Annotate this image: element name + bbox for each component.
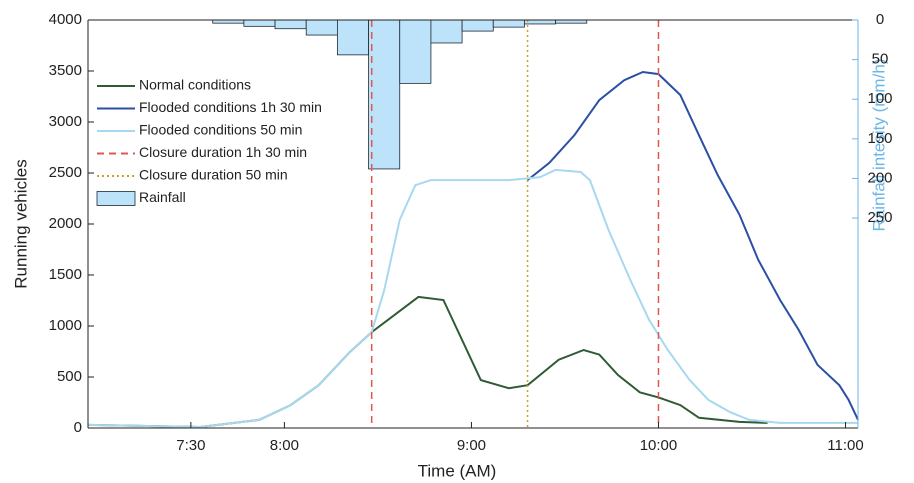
series-line xyxy=(87,295,768,429)
x-axis-label: Time (AM) xyxy=(418,461,497,480)
y-tick-label: 2000 xyxy=(49,215,82,232)
y-tick-label: 0 xyxy=(74,419,82,436)
legend-label: Closure duration 50 min xyxy=(139,167,288,183)
x-tick-label: 9:00 xyxy=(457,437,486,454)
rain-bar xyxy=(368,19,401,170)
y-tick-label: 3500 xyxy=(49,62,82,79)
legend-swatch xyxy=(96,191,136,206)
rain-bar xyxy=(274,19,307,30)
y-tick-label: 3000 xyxy=(49,113,82,130)
y-tick-label: 2500 xyxy=(49,164,82,181)
legend-label: Closure duration 1h 30 min xyxy=(139,144,307,160)
rain-bar xyxy=(492,19,525,28)
y2-tick-label: 200 xyxy=(867,169,892,186)
series-line xyxy=(526,70,859,421)
y2-tick-label: 150 xyxy=(867,130,892,147)
y-tick-label: 1000 xyxy=(49,317,82,334)
y-tick-label: 4000 xyxy=(49,11,82,28)
y2-tick-label: 100 xyxy=(867,90,892,107)
y2-axis-label: Rainfall intesity (mm/h) xyxy=(869,59,888,232)
rain-bar xyxy=(305,19,338,36)
rain-bar xyxy=(461,19,494,32)
y-tick-label: 1500 xyxy=(49,266,82,283)
y2-tick-label: 0 xyxy=(876,11,884,28)
y-tick-label: 500 xyxy=(57,368,82,385)
y2-tick-label: 50 xyxy=(872,51,889,68)
rain-bar xyxy=(399,19,432,84)
rain-bar xyxy=(524,19,557,25)
rain-bar xyxy=(430,19,463,44)
y-axis-label: Running vehicles xyxy=(11,159,30,288)
rain-bar xyxy=(336,19,369,56)
legend-label: Rainfall xyxy=(139,189,186,205)
legend-label: Flooded conditions 50 min xyxy=(139,122,302,138)
series-line xyxy=(87,168,858,429)
legend-label: Normal conditions xyxy=(139,77,251,93)
x-tick-label: 10:00 xyxy=(640,437,678,454)
y2-tick-label: 250 xyxy=(867,209,892,226)
x-tick-label: 7:30 xyxy=(176,437,205,454)
legend-label: Flooded conditions 1h 30 min xyxy=(139,99,322,115)
x-tick-label: 11:00 xyxy=(827,437,863,454)
x-tick-label: 8:00 xyxy=(270,437,299,454)
rain-bar xyxy=(243,19,276,27)
